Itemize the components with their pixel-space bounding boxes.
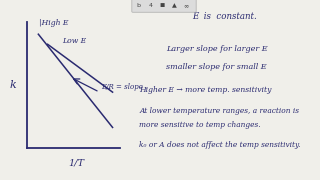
Text: k₀ or A does not affect the temp sensitivity.: k₀ or A does not affect the temp sensiti… (139, 141, 301, 149)
Text: 1/T: 1/T (69, 158, 85, 167)
Text: ◼: ◼ (160, 3, 165, 8)
Text: E/R = slope: E/R = slope (101, 83, 143, 91)
Text: E  is  constant.: E is constant. (192, 12, 257, 21)
Text: 4: 4 (148, 3, 152, 8)
Text: ∞: ∞ (183, 3, 188, 8)
Text: |High E: |High E (39, 19, 69, 27)
Text: At lower temperature ranges, a reaction is: At lower temperature ranges, a reaction … (139, 107, 299, 115)
Text: smaller slope for small E: smaller slope for small E (166, 63, 267, 71)
Text: Higher E → more temp. sensitivity: Higher E → more temp. sensitivity (139, 86, 272, 94)
FancyBboxPatch shape (132, 0, 196, 12)
Text: ▲: ▲ (172, 3, 176, 8)
Text: Low E: Low E (62, 37, 87, 45)
Text: b: b (137, 3, 140, 8)
Text: Larger slope for larger E: Larger slope for larger E (166, 45, 268, 53)
Text: more sensitive to temp changes.: more sensitive to temp changes. (139, 121, 261, 129)
Text: k: k (9, 80, 16, 90)
